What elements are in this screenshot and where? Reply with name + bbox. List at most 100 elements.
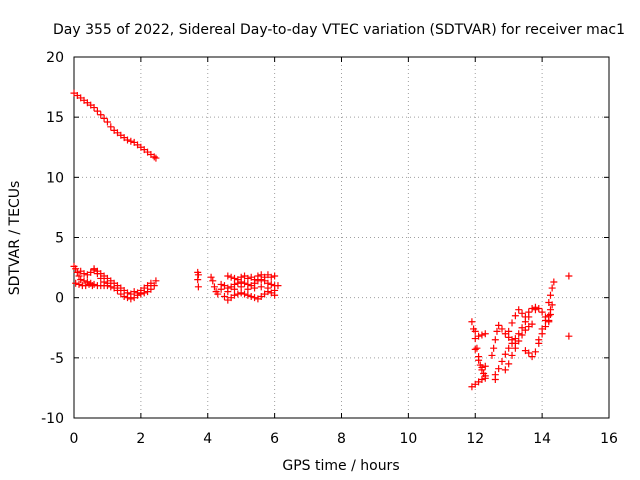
data-point — [107, 283, 115, 291]
data-point — [488, 351, 496, 359]
data-point — [267, 280, 275, 288]
data-point — [217, 285, 225, 293]
data-point — [546, 306, 554, 314]
data-point — [267, 273, 275, 281]
data-point — [515, 337, 523, 345]
data-point — [471, 327, 479, 335]
data-point — [209, 277, 217, 285]
data-point — [237, 273, 245, 281]
data-point — [120, 292, 128, 300]
data-point — [85, 280, 93, 288]
data-point — [501, 350, 509, 358]
data-point — [528, 320, 536, 328]
data-point — [491, 336, 499, 344]
data-point — [511, 344, 519, 352]
data-point — [505, 327, 513, 335]
data-point — [100, 278, 108, 286]
data-point — [521, 313, 529, 321]
data-point — [73, 268, 81, 276]
data-point — [548, 284, 556, 292]
data-point — [468, 318, 476, 326]
data-point — [194, 271, 202, 279]
data-point — [473, 344, 481, 352]
data-point — [247, 292, 255, 300]
data-point — [475, 356, 483, 364]
data-point — [480, 369, 488, 377]
data-point — [528, 353, 536, 361]
data-point — [224, 288, 232, 296]
data-point — [521, 326, 529, 334]
data-point — [264, 284, 272, 292]
y-tick-label: 5 — [55, 231, 64, 247]
data-point — [77, 276, 85, 284]
data-point — [220, 292, 228, 300]
data-point — [147, 285, 155, 293]
data-point — [107, 123, 115, 131]
data-point — [495, 321, 503, 329]
data-point — [194, 283, 202, 291]
data-point — [241, 279, 249, 287]
data-point — [97, 274, 105, 282]
data-point — [525, 308, 533, 316]
data-point — [97, 111, 105, 119]
data-point — [244, 285, 252, 293]
y-tick-label: 10 — [46, 170, 64, 186]
data-point — [244, 291, 252, 299]
data-points — [70, 89, 573, 391]
x-tick-label: 10 — [399, 431, 417, 447]
data-point — [234, 290, 242, 298]
y-tick-label: 20 — [46, 50, 64, 66]
data-point — [531, 303, 539, 311]
data-point — [535, 304, 543, 312]
x-axis-label: GPS time / hours — [282, 458, 399, 474]
data-point — [227, 273, 235, 281]
data-point — [237, 289, 245, 297]
data-point — [531, 348, 539, 356]
data-point — [127, 137, 135, 145]
data-point — [152, 277, 160, 285]
data-point — [231, 274, 238, 282]
data-point — [546, 291, 554, 299]
data-point — [490, 344, 498, 352]
data-point — [535, 336, 543, 344]
data-point — [508, 319, 516, 327]
data-point — [75, 272, 83, 280]
x-tick-label: 16 — [600, 431, 618, 447]
data-point — [538, 308, 546, 316]
data-point — [251, 294, 259, 302]
data-point — [565, 332, 573, 340]
y-axis-label: SDTVAR / TECUs — [7, 181, 23, 296]
data-point — [244, 274, 252, 282]
data-point — [271, 286, 279, 294]
data-point — [251, 284, 259, 292]
data-point — [491, 371, 499, 379]
data-point — [528, 304, 536, 312]
axis-ticks: 0 2 4 6 8 10 12 14 16 -10 -5 0 5 10 15 20 — [41, 50, 618, 447]
data-point — [100, 114, 108, 122]
x-tick-label: 0 — [70, 431, 79, 447]
data-point — [475, 332, 483, 340]
data-point — [93, 107, 101, 115]
data-point — [147, 279, 155, 287]
data-point — [508, 339, 516, 347]
data-point — [505, 344, 513, 352]
data-point — [545, 318, 553, 326]
data-point — [90, 104, 98, 112]
data-point — [471, 345, 479, 353]
data-point — [498, 357, 506, 365]
data-point — [550, 278, 558, 286]
x-tick-label: 4 — [203, 431, 212, 447]
x-tick-label: 12 — [466, 431, 484, 447]
data-point — [82, 282, 90, 290]
data-point — [481, 374, 489, 382]
y-tick-label: 15 — [46, 110, 64, 126]
data-point — [241, 290, 249, 298]
data-point — [518, 309, 526, 317]
data-point — [150, 153, 158, 161]
x-tick-label: 2 — [136, 431, 145, 447]
data-point — [210, 283, 218, 291]
data-point — [124, 136, 131, 144]
data-point — [130, 288, 138, 296]
data-point — [214, 290, 222, 298]
